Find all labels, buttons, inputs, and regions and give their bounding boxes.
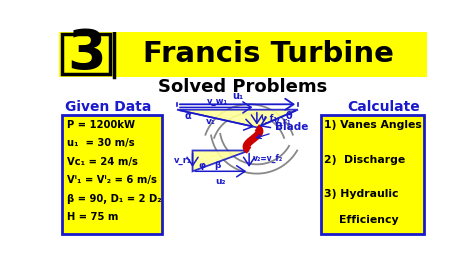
Text: v_r₂: v_r₂ <box>174 156 192 165</box>
Bar <box>63 115 162 234</box>
Text: 3) Hydraulic: 3) Hydraulic <box>324 189 399 200</box>
Text: u₁: u₁ <box>232 91 243 101</box>
Text: Vᴄ₁ = 24 m/s: Vᴄ₁ = 24 m/s <box>67 157 138 167</box>
Text: 1) Vanes Angles: 1) Vanes Angles <box>324 120 422 130</box>
Text: β: β <box>214 161 220 170</box>
Text: α: α <box>184 111 191 121</box>
Text: φ: φ <box>198 161 205 170</box>
Text: u₂: u₂ <box>216 177 226 186</box>
Bar <box>62 34 109 74</box>
Text: β = 90, D₁ = 2 D₂: β = 90, D₁ = 2 D₂ <box>67 194 162 203</box>
Polygon shape <box>243 124 264 154</box>
Text: 3: 3 <box>67 27 106 81</box>
Text: H = 75 m: H = 75 m <box>67 212 118 222</box>
Text: Vⁱ₁ = Vⁱ₂ = 6 m/s: Vⁱ₁ = Vⁱ₂ = 6 m/s <box>67 175 157 185</box>
Text: 2)  Discharge: 2) Discharge <box>324 155 406 165</box>
Bar <box>321 115 423 234</box>
Text: P = 1200kW: P = 1200kW <box>67 120 135 130</box>
Polygon shape <box>192 151 249 171</box>
Text: v₂=v_f₂: v₂=v_f₂ <box>253 154 283 163</box>
Bar <box>59 32 427 77</box>
Text: Given Data: Given Data <box>65 100 152 114</box>
Text: Solved Problems: Solved Problems <box>158 78 328 96</box>
Text: v₁: v₁ <box>206 117 216 126</box>
Text: v_w₁: v_w₁ <box>206 97 228 106</box>
Text: Calculate: Calculate <box>347 100 420 114</box>
Text: Francis Turbine: Francis Turbine <box>143 40 394 68</box>
Text: v_r₁: v_r₁ <box>273 117 291 126</box>
Text: Efficiency: Efficiency <box>324 215 399 225</box>
Text: θ: θ <box>285 111 292 121</box>
Polygon shape <box>177 110 298 127</box>
Text: Blade: Blade <box>257 122 308 139</box>
Text: u₁  = 30 m/s: u₁ = 30 m/s <box>67 138 135 148</box>
Bar <box>59 77 427 98</box>
Text: v_f₁: v_f₁ <box>261 114 278 123</box>
